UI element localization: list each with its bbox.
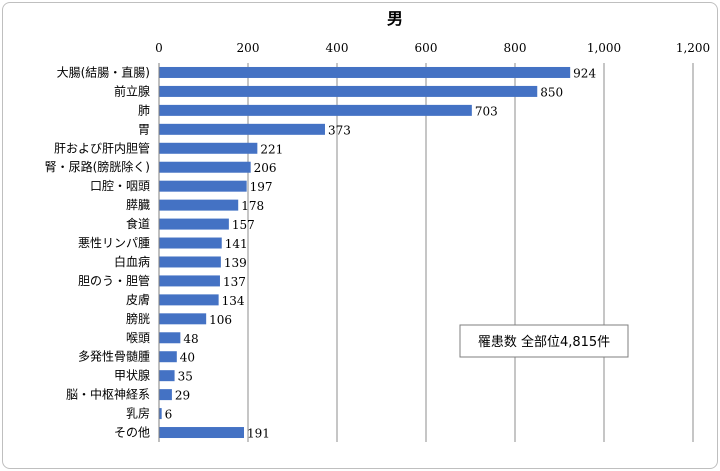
- bar: [159, 313, 207, 325]
- x-tick-label: 800: [504, 41, 527, 55]
- data-label: 157: [232, 218, 255, 232]
- bar: [159, 256, 221, 268]
- category-label: 肝および肝内胆管: [54, 140, 150, 155]
- category-label: 甲状腺: [114, 369, 150, 383]
- category-label: 胆のう・胆管: [78, 273, 150, 288]
- bar: [159, 142, 258, 154]
- x-tick-label: 200: [237, 41, 260, 55]
- category-label: 白血病: [114, 254, 150, 269]
- bar: [159, 408, 162, 420]
- category-label: 膀胱: [126, 311, 150, 326]
- bar: [159, 351, 177, 363]
- data-label: 197: [250, 180, 273, 194]
- chart-title: 男: [387, 9, 403, 28]
- bar: [159, 104, 472, 116]
- bar: [159, 180, 247, 192]
- gridlines: [247, 63, 694, 442]
- x-tick-label: 400: [326, 41, 349, 55]
- data-label: 206: [254, 161, 277, 175]
- bar: [159, 218, 229, 230]
- data-label: 29: [175, 389, 190, 403]
- bar: [159, 161, 251, 173]
- bar: [159, 427, 244, 439]
- category-label: 皮膚: [126, 292, 150, 307]
- bar: [159, 66, 571, 78]
- data-label: 106: [209, 313, 232, 327]
- bar: [159, 332, 181, 344]
- bars: [159, 66, 571, 439]
- x-tick-label: 600: [415, 41, 438, 55]
- category-label: 大腸(結腸・直腸): [57, 65, 150, 79]
- data-label: 40: [180, 351, 195, 365]
- data-label: 139: [224, 256, 247, 270]
- x-tick-label: 1,000: [587, 41, 621, 55]
- category-label: 食道: [126, 216, 150, 231]
- category-label: 脳・中枢神経系: [66, 387, 150, 402]
- data-label: 373: [328, 123, 351, 137]
- category-label: 腎・尿路(膀胱除く): [45, 159, 150, 174]
- category-label: 肺: [138, 103, 150, 117]
- category-label: 乳房: [126, 406, 150, 421]
- category-label: 膵臓: [126, 198, 150, 212]
- data-label: 191: [247, 427, 270, 441]
- total-annotation-text: 罹患数 全部位4,815件: [478, 334, 610, 350]
- data-label: 137: [223, 275, 246, 289]
- total-annotation: 罹患数 全部位4,815件: [459, 324, 629, 358]
- data-label: 703: [475, 104, 498, 118]
- data-label: 48: [183, 332, 198, 346]
- data-label: 134: [222, 294, 245, 308]
- bar: [159, 275, 220, 287]
- category-label: 多発性骨髄腫: [78, 349, 150, 364]
- bar: [159, 199, 239, 211]
- data-labels: 924 850 703 373 221 206 197 178 157 141 139 137 134 1…: [165, 66, 597, 440]
- data-label: 141: [225, 237, 248, 251]
- x-tick-label: 0: [155, 41, 163, 55]
- category-label: 胃: [138, 122, 150, 136]
- bar: [159, 237, 222, 249]
- data-label: 178: [241, 199, 264, 213]
- data-label: 6: [165, 408, 173, 422]
- data-label: 221: [260, 142, 283, 156]
- category-label: その他: [114, 426, 150, 440]
- data-label: 924: [573, 66, 596, 80]
- bar: [159, 85, 538, 97]
- bar: [159, 389, 172, 401]
- category-label: 悪性リンパ腫: [78, 236, 150, 250]
- category-label: 口腔・咽頭: [90, 178, 150, 193]
- bar: [159, 370, 175, 382]
- data-label: 850: [540, 85, 563, 99]
- data-label: 35: [178, 370, 193, 384]
- x-tick-label: 1,200: [676, 41, 710, 55]
- bar: [159, 294, 219, 306]
- category-label: 喉頭: [126, 331, 150, 345]
- x-axis-ticks: 0 200 400 600 800 1,000 1,200: [155, 41, 710, 55]
- bar: [159, 123, 325, 135]
- category-label: 前立腺: [114, 83, 150, 98]
